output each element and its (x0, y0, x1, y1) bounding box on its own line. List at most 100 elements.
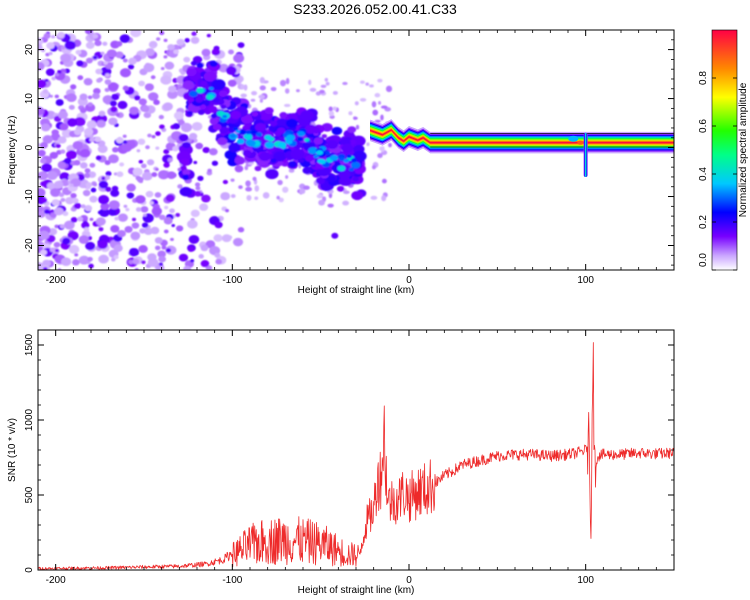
trace-core (348, 167, 355, 172)
noise-blob (62, 211, 69, 217)
noise-blob (46, 170, 58, 181)
noise-blob (320, 84, 327, 88)
noise-blob (348, 111, 353, 116)
noise-blob (66, 150, 77, 160)
noise-blob (83, 128, 94, 136)
noise-blob (87, 102, 93, 107)
noise-blob (38, 230, 50, 240)
noise-blob (71, 197, 79, 204)
noise-blob (227, 79, 237, 87)
noise-blob (54, 224, 59, 229)
noise-blob (138, 159, 144, 164)
y-tick-label: 10 (24, 93, 35, 105)
noise-blob (155, 146, 160, 150)
noise-blob (183, 56, 191, 63)
noise-blob (165, 248, 172, 253)
noise-blob (146, 159, 155, 166)
noise-blob (128, 57, 137, 65)
noise-blob (284, 103, 291, 108)
noise-blob (180, 122, 193, 133)
noise-blob (42, 89, 49, 94)
noise-blob (135, 195, 146, 204)
noise-blob (58, 161, 67, 169)
trace-blob (186, 68, 197, 77)
noise-blob (237, 42, 245, 48)
trace-blob (188, 97, 195, 103)
spectrogram-blobs (38, 30, 393, 270)
noise-blob (87, 95, 93, 100)
noise-blob (60, 197, 66, 203)
noise-blob (332, 90, 338, 95)
noise-blob (96, 120, 106, 128)
noise-blob (103, 61, 108, 65)
noise-blob (163, 38, 168, 42)
noise-blob (88, 263, 94, 269)
noise-blob (246, 194, 252, 201)
trace-blob (242, 149, 252, 157)
noise-blob (100, 202, 110, 211)
noise-blob (237, 227, 245, 233)
trace-core (339, 157, 345, 161)
trace-blob (234, 156, 246, 165)
noise-blob (136, 176, 144, 183)
noise-blob (67, 118, 78, 127)
spectrogram-x-axis-label: Height of straight line (km) (298, 285, 415, 296)
trace-core (264, 141, 275, 149)
trace-core (222, 114, 228, 119)
trace-core (236, 138, 245, 145)
noise-blob (38, 107, 45, 116)
noise-blob (207, 168, 212, 173)
noise-blob (98, 227, 104, 232)
trace-core (245, 130, 252, 135)
noise-blob (188, 234, 200, 244)
noise-blob (83, 227, 90, 232)
colorbar-frame (711, 29, 738, 271)
noise-blob (252, 176, 257, 181)
noise-blob (288, 168, 295, 173)
trace-blob (326, 140, 339, 149)
noise-blob (154, 245, 161, 251)
noise-blob (109, 100, 117, 107)
noise-blob (230, 194, 236, 199)
noise-blob (277, 179, 283, 186)
noise-blob (160, 75, 172, 85)
noise-blob (187, 219, 198, 229)
noise-blob (59, 123, 69, 131)
noise-blob (282, 186, 289, 193)
noise-blob (72, 259, 80, 266)
trace-blob (228, 142, 241, 153)
noise-blob (225, 66, 237, 75)
x-tick-label: 100 (577, 275, 594, 286)
noise-blob (193, 160, 198, 165)
noise-blob (105, 171, 112, 177)
noise-blob (254, 196, 259, 200)
noise-blob (104, 175, 111, 180)
noise-blob (60, 257, 72, 267)
trace-core (206, 94, 214, 100)
snr-x-ticks: -200 -100 0 100 (37, 330, 675, 586)
x-tick-label: -100 (222, 275, 242, 286)
noise-blob (38, 205, 44, 213)
noise-blob (104, 160, 111, 166)
noise-blob (64, 40, 76, 50)
noise-blob (46, 42, 55, 50)
noise-blob (122, 134, 127, 138)
noise-blob (44, 78, 49, 83)
noise-blob (60, 149, 66, 154)
colorbar-tick-label: 0.2 (698, 215, 709, 229)
noise-blob (158, 255, 166, 263)
noise-blob (124, 226, 133, 233)
noise-blob (158, 114, 164, 120)
noise-blob (165, 194, 175, 202)
noise-blob (276, 195, 280, 200)
trace-core (308, 147, 318, 155)
trace-blob (270, 158, 277, 164)
noise-blob (163, 162, 170, 168)
noise-blob (115, 41, 123, 47)
noise-blob (46, 182, 56, 190)
noise-blob (136, 149, 141, 153)
noise-blob (55, 143, 61, 149)
noise-blob (172, 145, 179, 152)
noise-blob (285, 175, 289, 179)
noise-blob (318, 199, 325, 206)
